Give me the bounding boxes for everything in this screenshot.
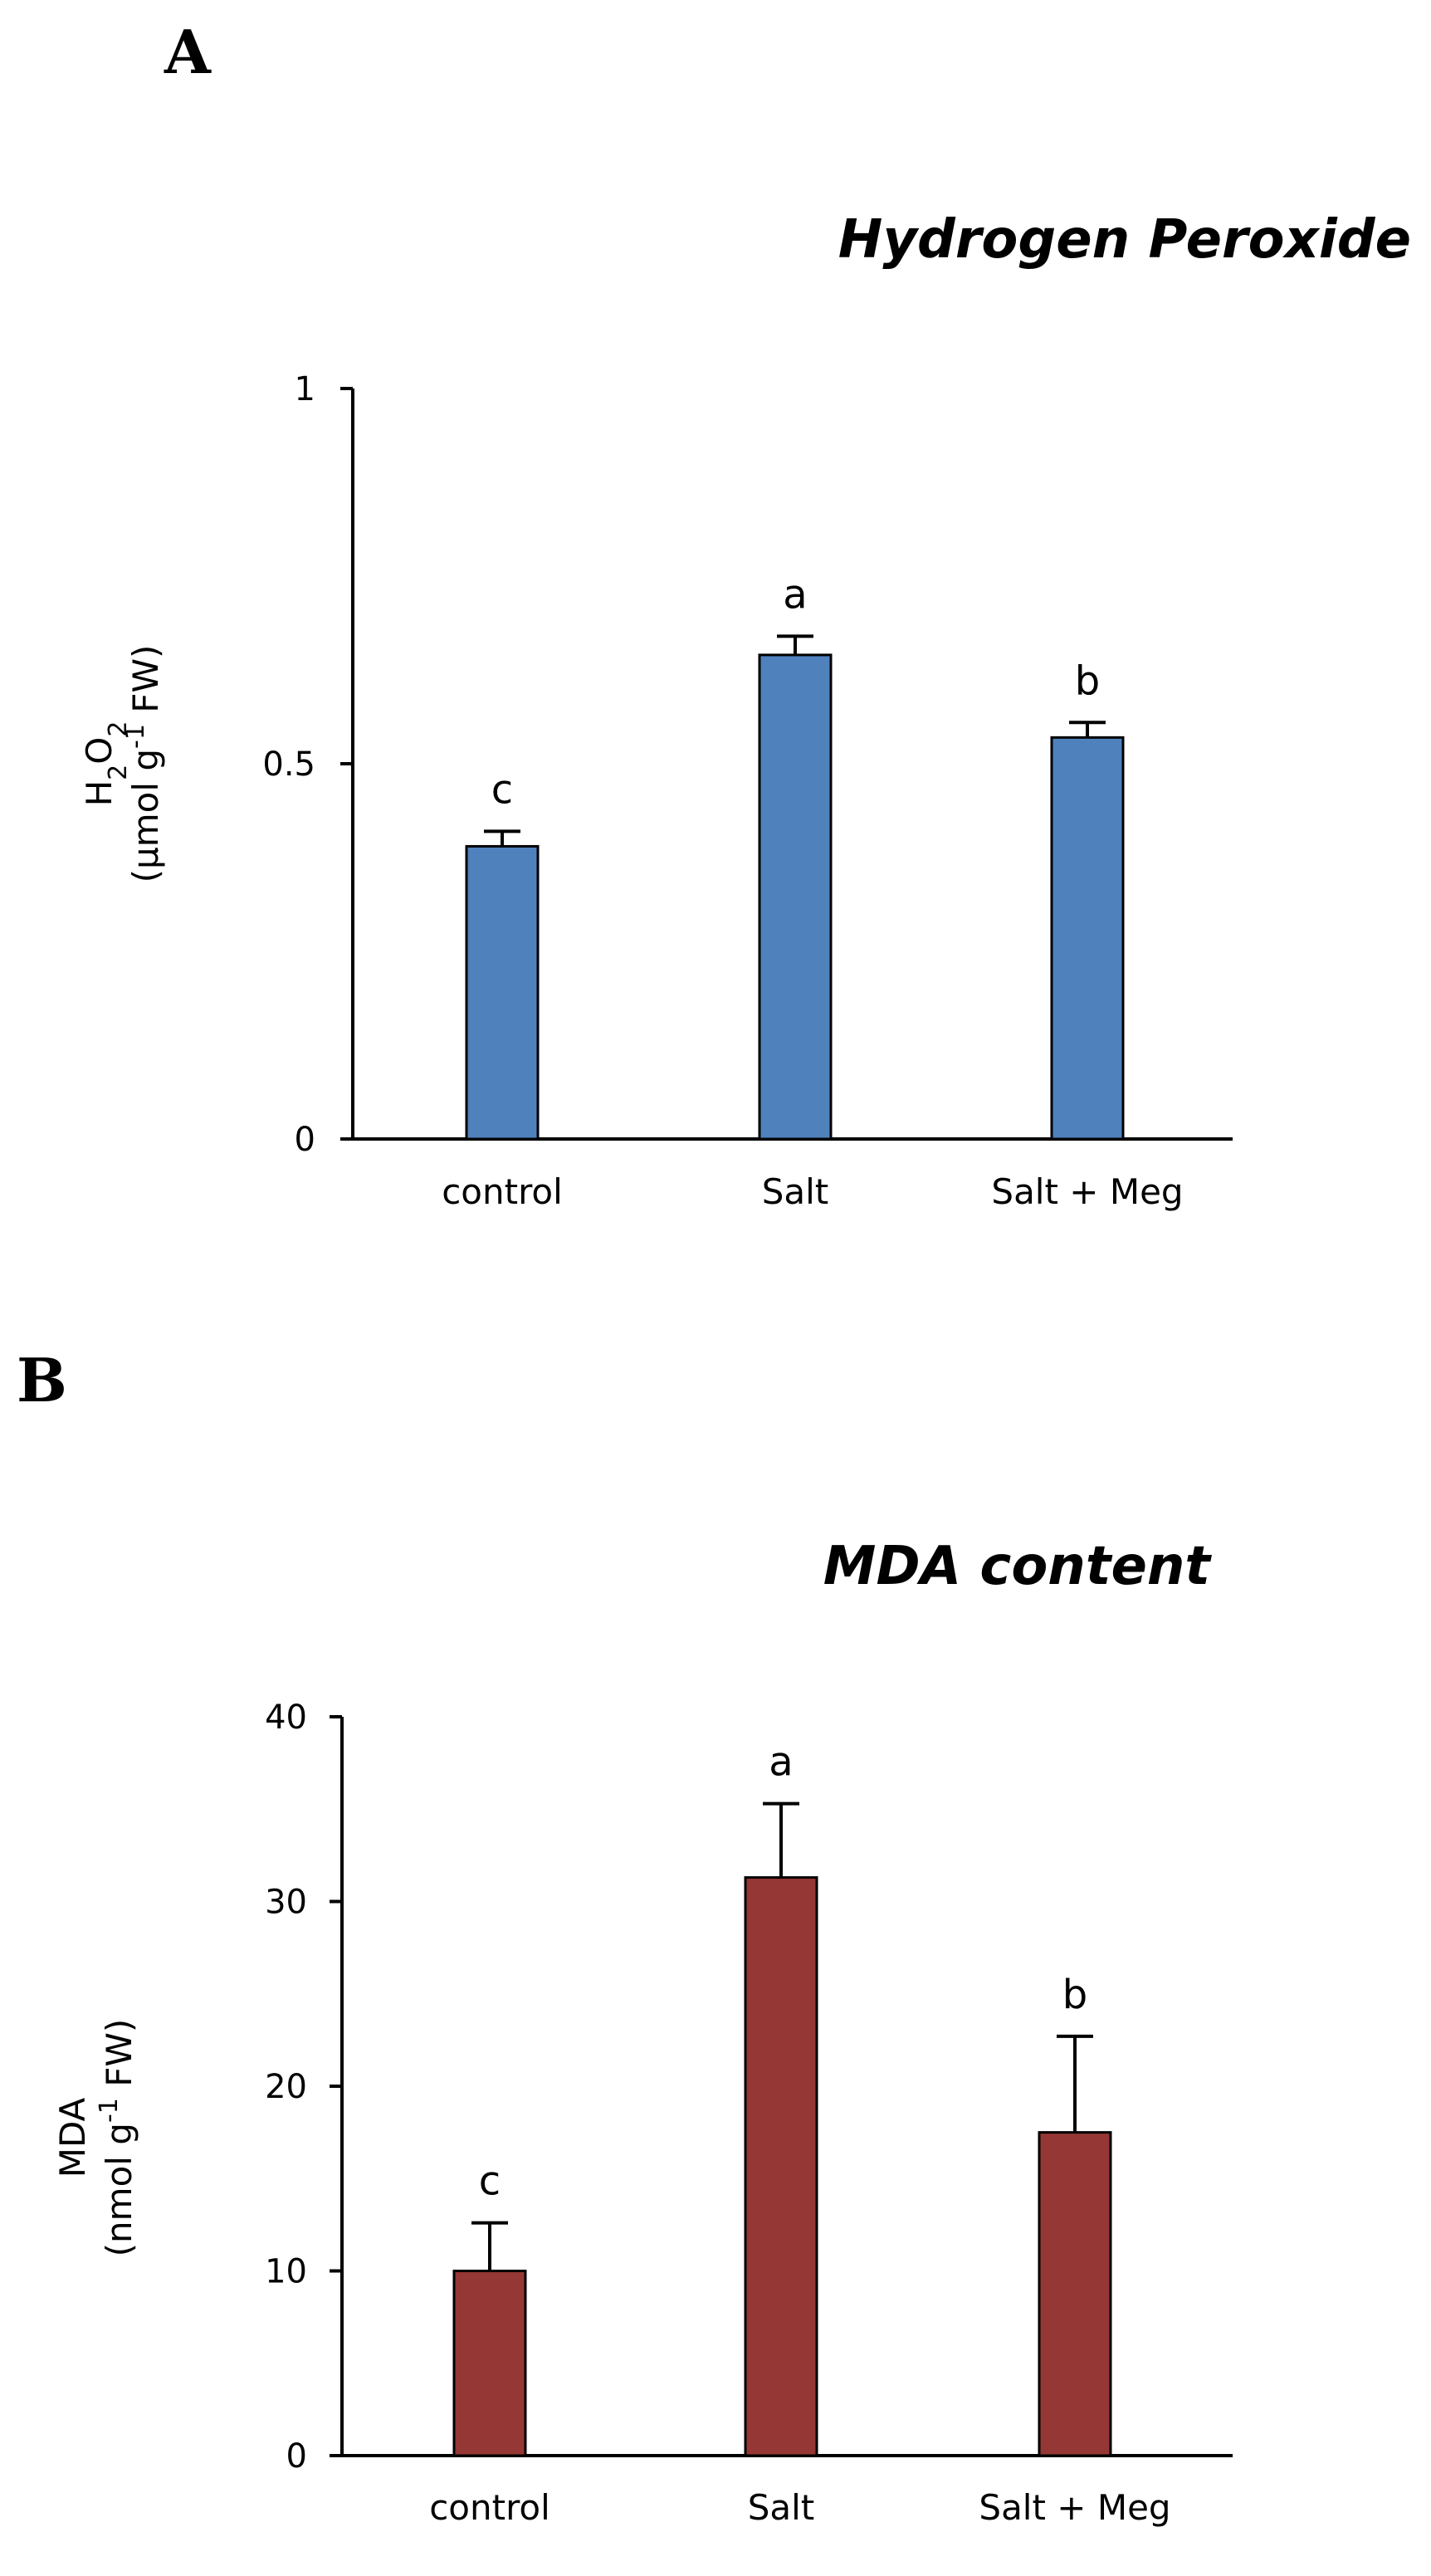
chart-a-y-tick-label: 1 xyxy=(295,370,315,408)
chart-a-category-label-1: control xyxy=(442,1171,563,1212)
chart-b-y-tick-label: 30 xyxy=(265,1884,307,1922)
chart-a-y-tick-label: 0.5 xyxy=(262,745,315,784)
svg-text:MDA: MDA xyxy=(52,2097,93,2178)
chart-a-significance-2: a xyxy=(783,571,807,618)
chart-a-bar-3 xyxy=(1050,736,1125,1141)
chart-b-y-tick-label: 40 xyxy=(265,1699,307,1737)
chart-b-y-axis-label: MDA (nmol g-1 FW) xyxy=(52,2019,139,2257)
chart-b-category-label-1: control xyxy=(429,2487,550,2528)
chart-b: B MDA content MDA (nmol g-1 FW) 0 10 20 30 4… xyxy=(17,1345,1233,2528)
chart-a-y-axis-label: H2O2 (μmol g-1 FW) xyxy=(79,645,166,883)
chart-a-title: Hydrogen Peroxide xyxy=(838,209,1411,271)
chart-b-significance-2: a xyxy=(769,1739,793,1786)
chart-b-y-tick-label: 0 xyxy=(286,2437,307,2476)
svg-text:H2O2: H2O2 xyxy=(79,721,133,807)
chart-a-y-tick-label: 0 xyxy=(295,1121,315,1159)
chart-b-category-label-3: Salt + Meg xyxy=(979,2487,1170,2528)
chart-b-bar-3 xyxy=(1038,2131,1112,2457)
chart-b-y-tick-label: 20 xyxy=(265,2068,307,2106)
chart-a-significance-3: b xyxy=(1075,657,1100,704)
chart-b-significance-3: b xyxy=(1062,1972,1087,2018)
svg-text:(μmol g-1 FW): (μmol g-1 FW) xyxy=(121,645,167,883)
chart-a: A Hydrogen Peroxide H2O2 (μmol g-1 FW) 0… xyxy=(79,17,1411,1212)
chart-b-title: MDA content xyxy=(823,1536,1213,1597)
chart-b-plot: 0 10 20 30 40 c control a Salt b Salt + Meg xyxy=(265,1699,1233,2528)
chart-b-y-tick-label: 10 xyxy=(265,2253,307,2291)
chart-a-bar-1 xyxy=(465,844,540,1141)
chart-b-significance-1: c xyxy=(479,2158,501,2205)
chart-b-bar-1 xyxy=(452,2270,527,2457)
chart-a-bar-2 xyxy=(758,653,833,1141)
chart-b-bar-2 xyxy=(744,1876,818,2457)
svg-text:(nmol g-1 FW): (nmol g-1 FW) xyxy=(95,2019,140,2257)
chart-a-plot: 0 0.5 1 c control a Salt b Salt + Meg xyxy=(262,370,1233,1212)
panel-letter-a: A xyxy=(164,17,212,87)
chart-a-category-label-2: Salt xyxy=(762,1171,829,1212)
chart-a-category-label-3: Salt + Meg xyxy=(991,1171,1183,1212)
panel-letter-b: B xyxy=(17,1345,67,1415)
chart-a-significance-1: c xyxy=(491,766,513,813)
chart-b-category-label-2: Salt xyxy=(748,2487,815,2528)
